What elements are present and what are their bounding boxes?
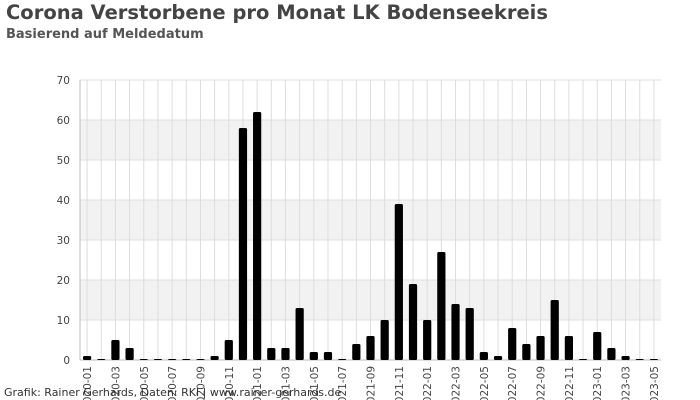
bar-2022-03 — [451, 304, 460, 360]
x-tick-label: 2021-01 — [252, 366, 264, 400]
x-tick-label: 2020-11 — [224, 366, 236, 400]
bar-2021-04 — [295, 308, 304, 360]
bar-2021-03 — [281, 348, 290, 360]
bar-2020-01 — [82, 356, 92, 360]
x-tick-label: 2022-01 — [422, 366, 434, 400]
x-tick-label: 2020-01 — [82, 366, 94, 400]
x-tick-label: 2023-01 — [592, 366, 604, 400]
bar-2020-02 — [97, 359, 106, 360]
bar-2023-01 — [593, 332, 602, 360]
bar-2020-03 — [111, 340, 120, 360]
bar-2021-06 — [323, 352, 333, 360]
x-tick-label: 2023-05 — [649, 366, 661, 400]
x-tick-label: 2022-03 — [451, 366, 463, 400]
bar-2022-07 — [508, 328, 517, 360]
x-tick-label: 2021-05 — [309, 366, 321, 400]
bar-2022-11 — [564, 336, 573, 360]
x-tick-label: 2021-03 — [280, 366, 292, 400]
bar-2021-10 — [380, 320, 389, 360]
bar-2022-09 — [536, 336, 545, 360]
bar-2022-12 — [578, 359, 588, 360]
bar-2020-04 — [125, 348, 134, 360]
bar-2022-04 — [465, 308, 474, 360]
x-tick-label: 2021-09 — [366, 366, 378, 400]
bar-2021-05 — [309, 352, 318, 360]
chart-subtitle: Basierend auf Meldedatum — [6, 27, 204, 42]
x-tick-label: 2021-07 — [337, 366, 349, 400]
bar-2023-05 — [649, 359, 659, 360]
bar-2021-09 — [366, 336, 375, 360]
x-tick-label: 2020-07 — [167, 366, 179, 400]
y-tick-label: 10 — [57, 315, 70, 327]
bar-2022-10 — [550, 300, 559, 360]
bar-2020-06 — [153, 359, 163, 360]
bar-2023-04 — [635, 359, 644, 360]
bar-2020-12 — [238, 128, 248, 360]
bar-2022-05 — [479, 352, 488, 360]
source-credit: Grafik: Rainer Gerhards, Daten: RKI | ww… — [4, 386, 342, 399]
x-tick-label: 2022-07 — [507, 366, 519, 400]
x-tick-label: 2022-05 — [479, 366, 491, 400]
y-tick-label: 70 — [57, 75, 70, 87]
bar-2021-08 — [352, 344, 361, 360]
bar-2021-12 — [408, 284, 418, 360]
bar-2020-10 — [210, 356, 219, 360]
bar-2020-08 — [182, 359, 191, 360]
y-tick-label: 20 — [57, 275, 70, 287]
bar-2022-02 — [437, 252, 446, 360]
chart-title: Corona Verstorbene pro Monat LK Bodensee… — [6, 1, 548, 24]
bar-2022-08 — [522, 344, 531, 360]
x-tick-label: 2022-09 — [536, 366, 548, 400]
bar-2020-09 — [196, 359, 205, 360]
y-tick-label: 0 — [63, 355, 70, 367]
y-tick-label: 50 — [57, 155, 70, 167]
bar-2020-11 — [224, 340, 233, 360]
bar-2023-03 — [621, 356, 630, 360]
bar-2021-11 — [394, 204, 403, 360]
y-tick-label: 30 — [57, 235, 70, 247]
x-tick-label: 2023-03 — [621, 366, 633, 400]
bar-2022-01 — [423, 320, 432, 360]
bar-2022-06 — [493, 356, 503, 360]
x-tick-label: 2020-09 — [195, 366, 207, 400]
bar-2023-02 — [607, 348, 616, 360]
bar-2021-02 — [267, 348, 276, 360]
x-tick-label: 2021-11 — [394, 366, 406, 400]
bar-2020-05 — [139, 359, 148, 360]
bar-2020-07 — [168, 359, 177, 360]
bar-2021-01 — [253, 112, 262, 360]
x-tick-label: 2020-05 — [139, 366, 151, 400]
x-tick-label: 2020-03 — [110, 366, 122, 400]
bar-2021-07 — [338, 359, 347, 360]
y-tick-label: 60 — [57, 115, 70, 127]
y-tick-label: 40 — [57, 195, 70, 207]
x-tick-label: 2022-11 — [564, 366, 576, 400]
